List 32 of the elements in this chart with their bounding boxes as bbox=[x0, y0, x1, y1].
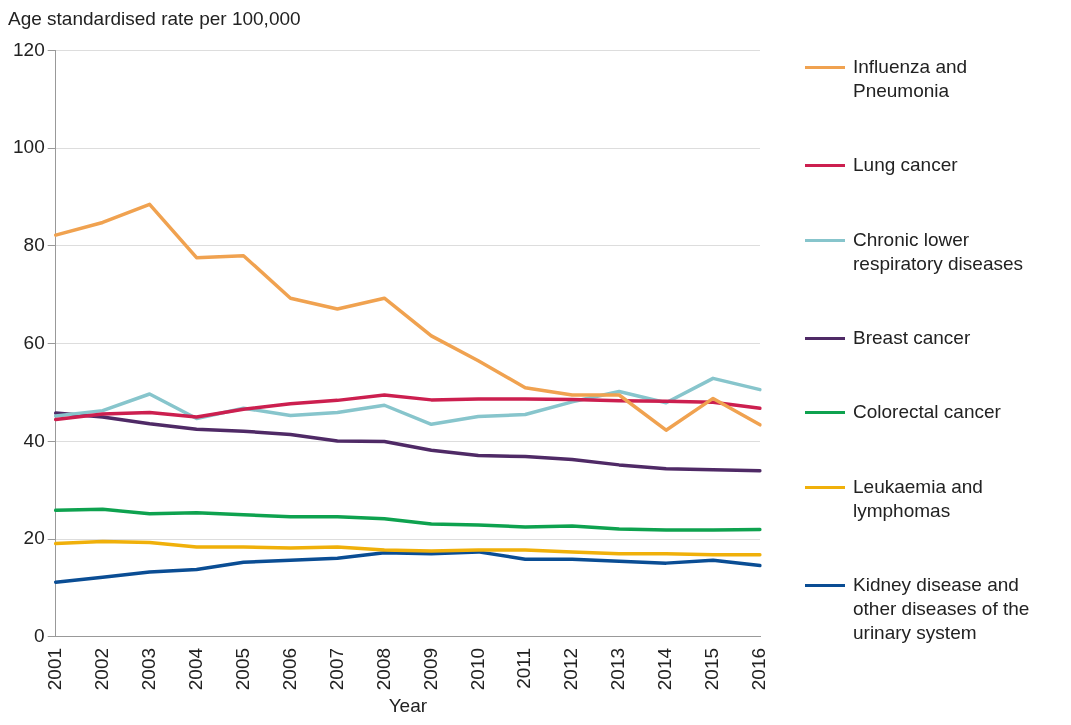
legend-label: Chronic lower respiratory diseases bbox=[853, 227, 1025, 276]
x-tick-label: 2011 bbox=[513, 647, 535, 689]
x-tick-label: 2003 bbox=[137, 647, 159, 691]
y-tick-label: 60 bbox=[23, 331, 45, 353]
y-tick-label: 120 bbox=[13, 38, 45, 60]
x-tick-label: 2012 bbox=[560, 647, 582, 691]
y-tick-label: 100 bbox=[13, 136, 45, 158]
x-tick-label: 2001 bbox=[43, 647, 65, 691]
x-tick-label: 2009 bbox=[419, 647, 441, 691]
y-tick-label: 20 bbox=[23, 527, 45, 549]
x-tick-label: 2015 bbox=[701, 647, 723, 691]
x-tick-label: 2013 bbox=[607, 647, 629, 691]
x-tick-label: 2008 bbox=[372, 647, 394, 691]
legend-label: Kidney disease and other diseases of the urinary system bbox=[853, 572, 1031, 645]
legend-label: Lung cancer bbox=[853, 153, 958, 178]
y-axis-title: Age standardised rate per 100,000 bbox=[8, 8, 301, 30]
x-tick-label: 2010 bbox=[466, 647, 488, 691]
x-tick-label: 2005 bbox=[231, 647, 253, 691]
x-tick-label: 2004 bbox=[184, 647, 206, 691]
y-tick-label: 40 bbox=[23, 429, 45, 451]
x-tick-label: 2014 bbox=[654, 647, 676, 691]
x-axis-title: Year bbox=[388, 694, 428, 716]
y-tick-label: 80 bbox=[23, 234, 45, 256]
x-tick-label: 2007 bbox=[325, 647, 347, 691]
y-tick-label: 0 bbox=[34, 625, 45, 647]
legend-label: Leukaemia and lymphomas bbox=[853, 474, 984, 523]
legend-label: Colorectal cancer bbox=[853, 400, 1001, 425]
x-tick-label: 2006 bbox=[278, 647, 300, 691]
x-tick-label: 2002 bbox=[90, 647, 112, 691]
legend-label: Breast cancer bbox=[853, 326, 971, 350]
x-tick-label: 2016 bbox=[748, 647, 770, 691]
legend-label: Influenza and Pneumonia bbox=[853, 55, 969, 103]
